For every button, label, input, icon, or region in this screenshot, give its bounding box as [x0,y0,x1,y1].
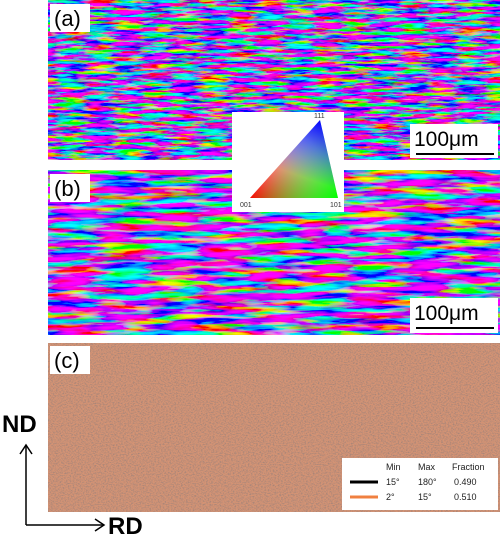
legend-cell: 15° [418,492,432,502]
legend-cell: 0.490 [454,477,477,487]
axes-key [19,443,106,532]
legend-header: Min [386,462,401,472]
nd-arrowhead [19,443,33,455]
ipf-blue [250,120,338,198]
legend-header: Fraction [452,462,485,472]
ipf-corner: 101 [330,202,342,209]
legend-bg [342,458,498,510]
rd-arrowhead [94,518,106,532]
panel-label: (a) [54,6,81,31]
legend-cell: 180° [418,477,437,487]
boundary-legend: Min Max Fraction 15° 180° 0.490 2° 15° 0… [342,458,498,510]
panel-label: (c) [54,348,80,373]
axis-label: ND [2,411,37,438]
label-bg [50,346,90,374]
panel-label: (b) [54,176,81,201]
axis-label: RD [108,513,143,540]
scale-bar-label: 100μm [414,128,479,151]
label-bg [50,174,90,202]
ipf-corner: 111 [314,113,325,120]
ipf-key: 111 001 101 [232,112,344,212]
legend-header: Max [418,462,436,472]
legend-cell: 2° [386,492,395,502]
scale-bar-label: 100μm [414,302,479,325]
ipf-corner: 001 [240,202,252,209]
scale-bg [410,124,498,158]
label-bg [50,4,90,32]
legend-cell: 0.510 [454,492,477,502]
legend-cell: 15° [386,477,400,487]
